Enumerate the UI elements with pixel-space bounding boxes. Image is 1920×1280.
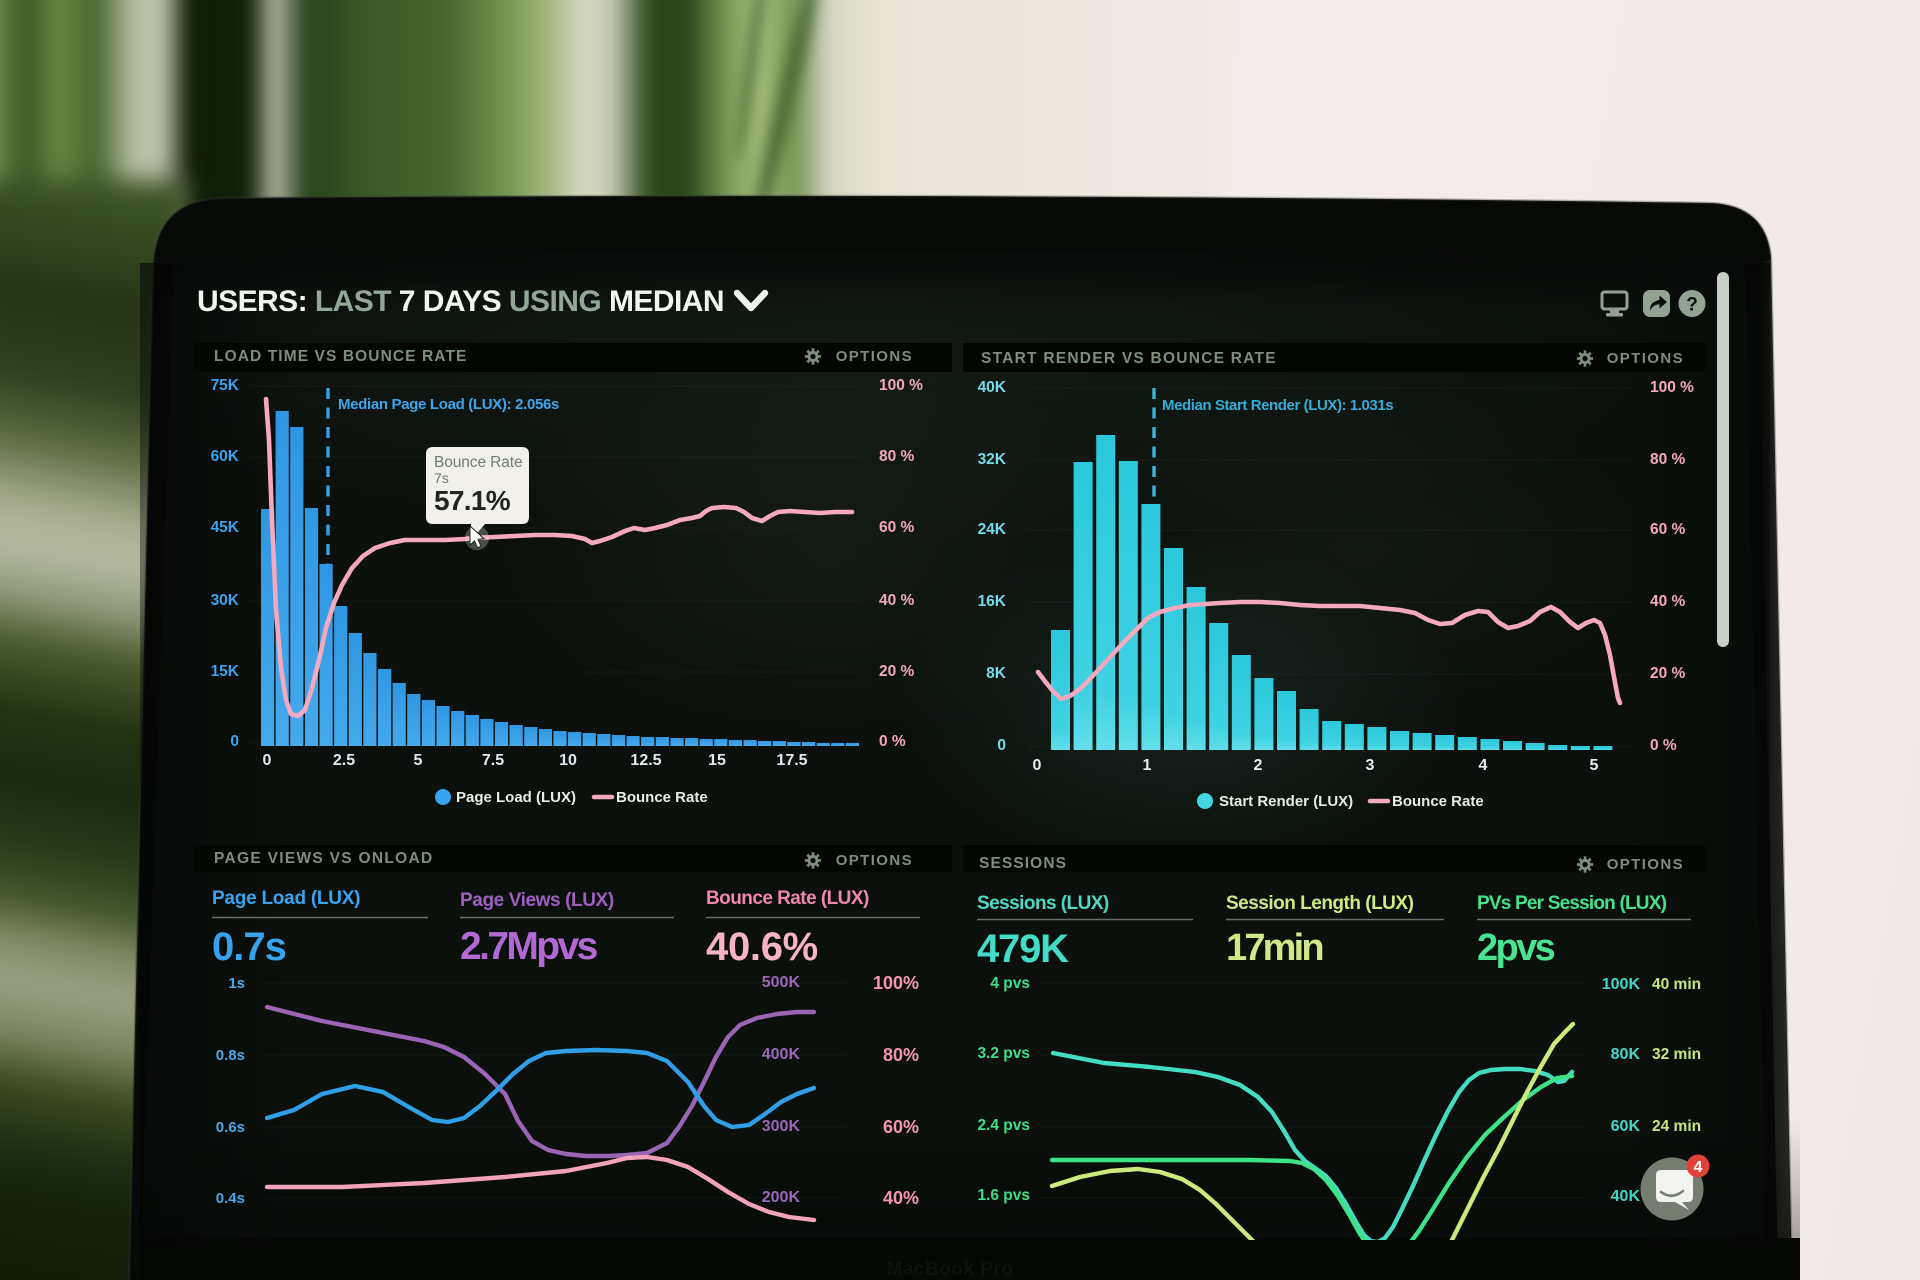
svg-text:?: ?	[1686, 295, 1698, 316]
svg-text:4: 4	[1694, 1159, 1703, 1176]
